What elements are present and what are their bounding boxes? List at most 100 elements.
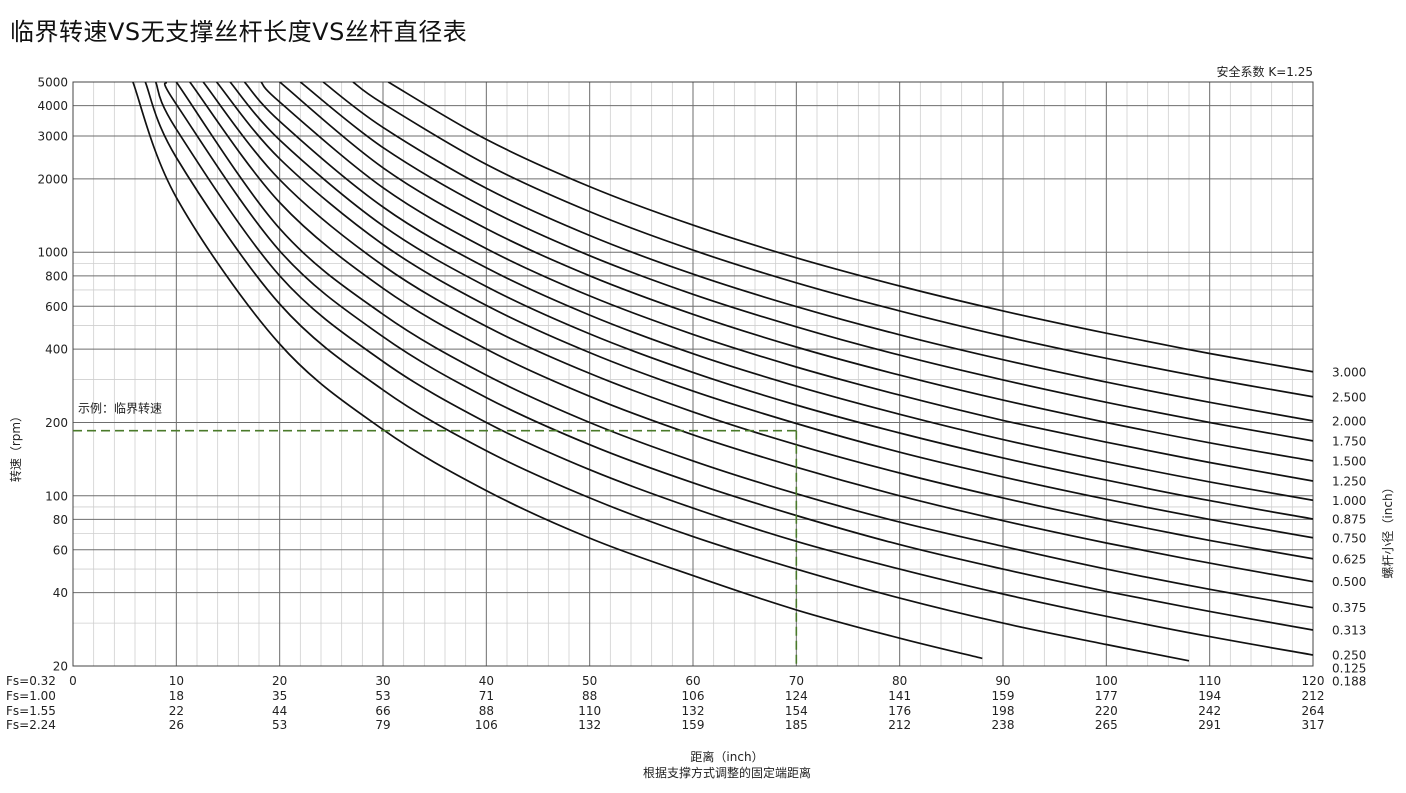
y-axis-label: 转速（rpm） <box>8 410 23 482</box>
x-row-label: Fs=2.24 <box>6 718 56 732</box>
right-label-0.625: 0.625 <box>1332 552 1366 566</box>
y-tick-label: 400 <box>45 343 68 357</box>
y-tick-label: 60 <box>53 543 68 557</box>
right-label-0.750: 0.750 <box>1332 531 1366 545</box>
x-tick-label: 159 <box>682 718 705 732</box>
y-tick-label: 200 <box>45 416 68 430</box>
series-line-0.875 <box>229 82 1313 520</box>
x-tick-label: 291 <box>1198 718 1221 732</box>
x-tick-label: 88 <box>582 689 597 703</box>
series-line-0.125 <box>132 82 983 660</box>
x-tick-label: 10 <box>169 674 184 688</box>
y-tick-label: 600 <box>45 300 68 314</box>
x-tick-label: 110 <box>1198 674 1221 688</box>
x-tick-label: 71 <box>479 689 494 703</box>
right-label-0.188: 0.188 <box>1332 674 1366 688</box>
y-tick-label: 5000 <box>37 76 68 90</box>
x-tick-label: 176 <box>888 704 911 718</box>
series-line-1.500 <box>279 82 1313 462</box>
x-tick-label: 44 <box>272 704 287 718</box>
x-tick-label: 124 <box>785 689 808 703</box>
x-tick-label: 30 <box>375 674 390 688</box>
x-tick-label: 212 <box>1302 689 1325 703</box>
right-label-0.125: 0.125 <box>1332 661 1366 675</box>
x-tick-label: 238 <box>992 718 1015 732</box>
x-tick-label: 79 <box>375 718 390 732</box>
x-tick-label: 100 <box>1095 674 1118 688</box>
right-label-1.750: 1.750 <box>1332 434 1366 448</box>
x-tick-label: 106 <box>682 689 705 703</box>
example-label: 示例：临界转速 <box>78 401 162 416</box>
x-tick-label: 88 <box>479 704 494 718</box>
right-label-2.000: 2.000 <box>1332 414 1366 428</box>
right-label-3.000: 3.000 <box>1332 365 1366 379</box>
y-tick-label: 100 <box>45 489 68 503</box>
x-tick-label: 50 <box>582 674 597 688</box>
x-tick-label: 53 <box>272 718 287 732</box>
x-tick-label: 185 <box>785 718 808 732</box>
x-tick-label: 22 <box>169 704 184 718</box>
curves <box>132 82 1313 662</box>
series-line-0.500 <box>189 82 1313 583</box>
series-line-0.750 <box>215 82 1313 539</box>
x-tick-label: 20 <box>272 674 287 688</box>
right-label-0.250: 0.250 <box>1332 648 1366 662</box>
right-label-0.875: 0.875 <box>1332 512 1366 526</box>
x-tick-label: 220 <box>1095 704 1118 718</box>
y-tick-label: 20 <box>53 660 68 674</box>
x-tick-label: 110 <box>578 704 601 718</box>
right-label-1.250: 1.250 <box>1332 474 1366 488</box>
x-axis-sublabel: 根据支撑方式调整的固定端距离 <box>643 765 811 780</box>
series-line-0.625 <box>202 82 1313 560</box>
y-tick-label: 3000 <box>37 130 68 144</box>
series-line-2.000 <box>322 82 1313 422</box>
x-tick-label: 53 <box>375 689 390 703</box>
y-tick-label: 2000 <box>37 172 68 186</box>
y-tick-label: 1000 <box>37 246 68 260</box>
right-label-2.500: 2.500 <box>1332 390 1366 404</box>
x-tick-label: 212 <box>888 718 911 732</box>
x-tick-label: 0 <box>69 674 77 688</box>
x-tick-label: 177 <box>1095 689 1118 703</box>
series-line-0.375 <box>175 82 1313 609</box>
right-label-1.000: 1.000 <box>1332 494 1366 508</box>
x-tick-label: 35 <box>272 689 287 703</box>
series-line-3.000 <box>387 82 1313 373</box>
x-tick-label: 120 <box>1302 674 1325 688</box>
series-line-0.250 <box>154 82 1313 656</box>
x-row-label: Fs=1.55 <box>6 704 56 718</box>
y-tick-label: 40 <box>53 586 68 600</box>
x-tick-label: 26 <box>169 718 184 732</box>
x-tick-label: 264 <box>1302 704 1325 718</box>
x-tick-label: 132 <box>578 718 601 732</box>
x-row-label: Fs=0.32 <box>6 674 56 688</box>
series-line-1.250 <box>260 82 1313 482</box>
x-tick-label: 18 <box>169 689 184 703</box>
x-tick-label: 132 <box>682 704 705 718</box>
series-line-2.500 <box>352 82 1313 398</box>
x-axis-label: 距离（inch） <box>690 749 763 764</box>
x-tick-label: 265 <box>1095 718 1118 732</box>
x-tick-label: 194 <box>1198 689 1221 703</box>
y2-axis-label: 螺杆小径（inch） <box>1381 481 1395 578</box>
x-tick-label: 242 <box>1198 704 1221 718</box>
x-tick-label: 106 <box>475 718 498 732</box>
safety-factor-label: 安全系数 K=1.25 <box>1217 64 1313 79</box>
y-tick-label: 80 <box>53 513 68 527</box>
x-tick-label: 60 <box>685 674 700 688</box>
right-label-0.375: 0.375 <box>1332 601 1366 615</box>
x-tick-label: 154 <box>785 704 808 718</box>
x-tick-label: 80 <box>892 674 907 688</box>
right-label-0.500: 0.500 <box>1332 575 1366 589</box>
x-tick-label: 317 <box>1302 718 1325 732</box>
right-label-1.500: 1.500 <box>1332 454 1366 468</box>
x-tick-label: 141 <box>888 689 911 703</box>
series-line-0.313 <box>163 82 1313 631</box>
page-title: 临界转速VS无支撑丝杆长度VS丝杆直径表 <box>10 18 468 46</box>
x-tick-label: 159 <box>992 689 1015 703</box>
y-tick-label: 4000 <box>37 99 68 113</box>
series-line-1.000 <box>243 82 1313 502</box>
x-tick-label: 66 <box>375 704 390 718</box>
x-tick-label: 90 <box>995 674 1010 688</box>
